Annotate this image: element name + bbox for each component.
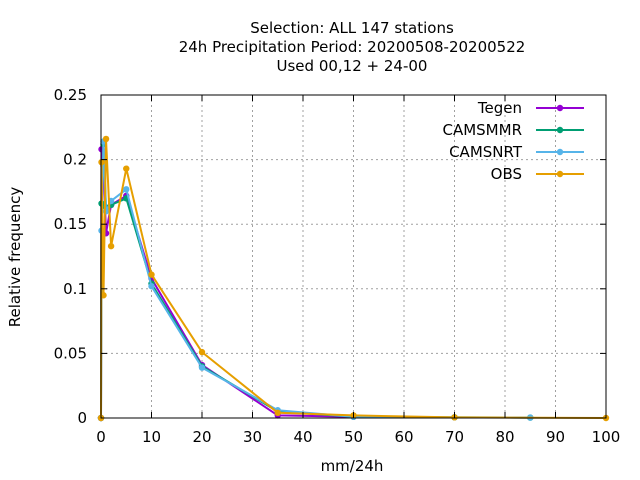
data-point-obs [102,135,110,143]
x-tick-label: 90 [546,428,565,446]
x-tick-label: 50 [344,428,363,446]
x-tick-label: 30 [243,428,262,446]
axis-ticks: 0 10 20 30 40 50 60 70 80 90 100 0 0.05 0.1 0.15 0.2 0.2… [54,86,621,446]
series-lines [97,135,610,422]
y-axis-label: Relative frequency [6,187,24,328]
chart-title: Selection: ALL 147 stations 24h Precipit… [179,19,526,75]
y-tick-label: 0.25 [54,86,87,104]
legend-label-tegen: Tegen [477,99,522,117]
series-camsmmr [97,140,534,422]
x-tick-label: 80 [495,428,514,446]
x-tick-label: 70 [445,428,464,446]
series-obs [97,135,610,422]
series-line-camsmmr [100,143,531,419]
data-point-obs [274,409,281,417]
data-point-obs [148,271,155,278]
legend-label-camsnrt: CAMSNRT [449,143,523,161]
y-tick-label: 0 [77,409,87,427]
series-line-obs [100,137,607,419]
x-tick-label: 0 [96,428,106,446]
data-point-camsnrt [123,186,130,193]
x-tick-label: 20 [192,428,211,446]
chart-grid [101,95,606,418]
series-line-tegen [100,148,354,419]
x-axis-label: mm/24h [321,457,384,475]
series-line-camsnrt [100,140,531,419]
legend-marker-camsnrt [556,148,564,156]
data-point-obs [100,292,107,299]
legend-marker-camsmmr [556,126,564,134]
data-point-camsnrt [198,364,206,371]
data-point-obs [198,348,206,356]
x-tick-label: 10 [142,428,161,446]
y-tick-label: 0.15 [54,215,87,233]
legend-label-obs: OBS [491,165,522,183]
data-point-obs [123,165,130,172]
title-line-2: 24h Precipitation Period: 20200508-20200… [179,38,526,56]
x-tick-label: 100 [592,428,621,446]
y-tick-label: 0.1 [63,280,87,298]
chart-legend: Tegen CAMSMMR CAMSNRT OBS [442,99,584,183]
data-point-camsnrt [148,283,155,290]
x-tick-label: 60 [394,428,413,446]
y-tick-label: 0.05 [54,344,87,362]
y-tick-label: 0.2 [63,151,87,169]
legend-marker-tegen [556,104,564,112]
data-point-obs [98,158,105,166]
title-line-1: Selection: ALL 147 stations [250,19,454,37]
legend-marker-obs [556,170,564,178]
series-tegen [97,146,357,422]
x-tick-label: 40 [293,428,312,446]
series-camsnrt [97,138,534,422]
title-line-3: Used 00,12 + 24-00 [277,57,428,75]
data-point-obs [107,242,115,250]
legend-label-camsmmr: CAMSMMR [442,121,522,139]
